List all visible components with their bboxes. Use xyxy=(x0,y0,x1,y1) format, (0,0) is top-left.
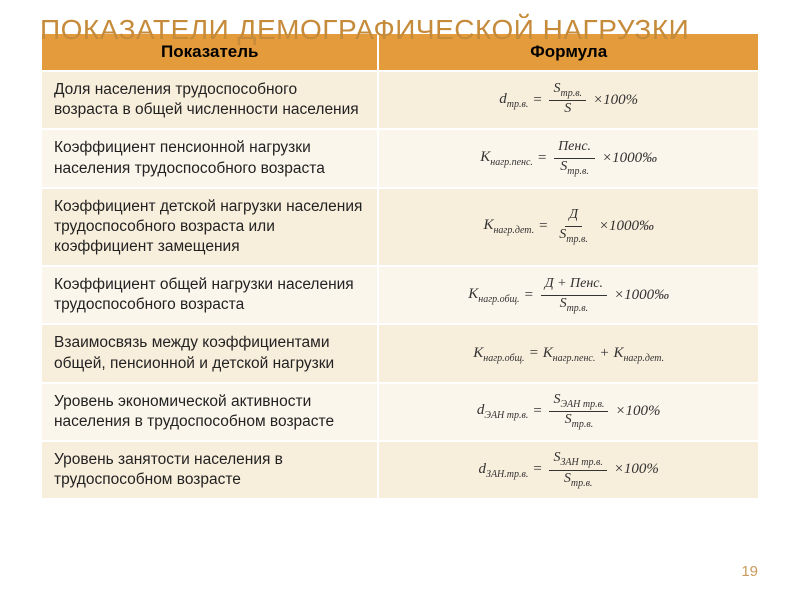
table-row: Уровень экономической активности населен… xyxy=(41,383,759,441)
table-row: Взаимосвязь между коэффициентами общей, … xyxy=(41,324,759,382)
row-label: Коэффициент пенсионной нагрузки населени… xyxy=(41,129,378,187)
row-formula: dЭАН тр.в. = SЭАН тр.в. Sтр.в. ×100% xyxy=(378,383,759,441)
page-number: 19 xyxy=(741,563,758,580)
table-row: Доля населения трудоспособного возраста … xyxy=(41,71,759,129)
table-row: Коэффициент детской нагрузки населения т… xyxy=(41,188,759,266)
row-formula: Кнагр.общ. = Д + Пенс. Sтр.в. ×1000‰ xyxy=(378,266,759,324)
row-formula: dтр.в. = Sтр.в. S ×100% xyxy=(378,71,759,129)
row-label: Коэффициент общей нагрузки населения тру… xyxy=(41,266,378,324)
table-row: Коэффициент общей нагрузки населения тру… xyxy=(41,266,759,324)
row-formula: Кнагр.пенс. = Пенс. Sтр.в. ×1000‰ xyxy=(378,129,759,187)
row-label: Уровень экономической активности населен… xyxy=(41,383,378,441)
table-row: Коэффициент пенсионной нагрузки населени… xyxy=(41,129,759,187)
row-label: Взаимосвязь между коэффициентами общей, … xyxy=(41,324,378,382)
row-label: Коэффициент детской нагрузки населения т… xyxy=(41,188,378,266)
row-formula: Кнагр.общ. = Кнагр.пенс. + Кнагр.дет. xyxy=(378,324,759,382)
row-label: Доля населения трудоспособного возраста … xyxy=(41,71,378,129)
row-formula: dЗАН.тр.в. = SЗАН тр.в. Sтр.в. ×100% xyxy=(378,441,759,499)
indicators-table: Показатель Формула Доля населения трудос… xyxy=(40,32,760,500)
row-label: Уровень занятости населения в трудоспосо… xyxy=(41,441,378,499)
row-formula: Кнагр.дет. = Д Sтр.в. ×1000‰ xyxy=(378,188,759,266)
slide-title: ПОКАЗАТЕЛИ ДЕМОГРАФИЧЕСКОЙ НАГРУЗКИ xyxy=(0,0,800,46)
table-row: Уровень занятости населения в трудоспосо… xyxy=(41,441,759,499)
table-body: Доля населения трудоспособного возраста … xyxy=(41,71,759,499)
